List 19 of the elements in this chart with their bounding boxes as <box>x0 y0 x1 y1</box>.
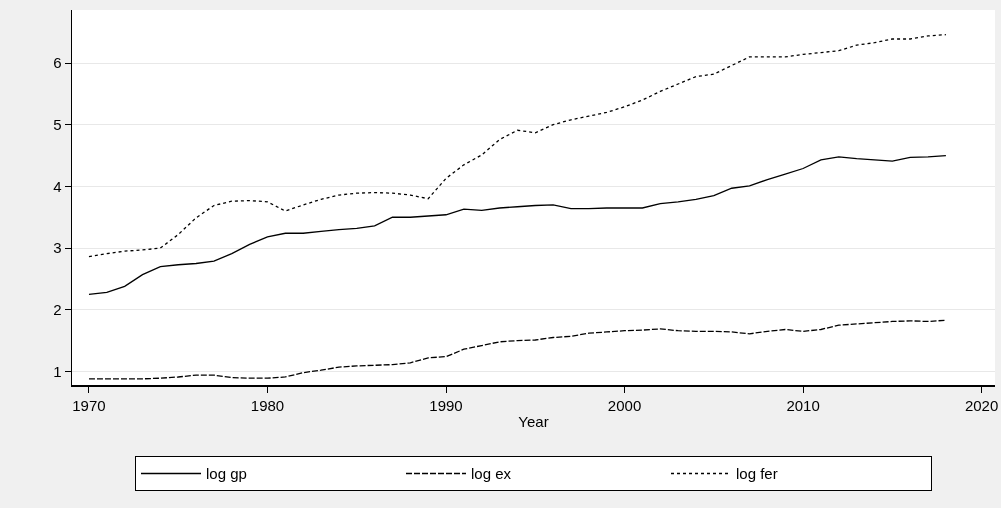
line-series <box>88 319 947 380</box>
x-tick-label: 1990 <box>429 396 463 414</box>
line-series <box>88 34 947 258</box>
y-tick-label: 1 <box>53 362 62 380</box>
x-tick-label: 2000 <box>607 396 642 414</box>
y-tick-label: 4 <box>53 177 62 195</box>
x-tick-label: 1980 <box>250 396 285 414</box>
line-series <box>88 154 947 295</box>
legend-label: log ex <box>471 465 512 483</box>
y-tick-label: 6 <box>53 54 62 72</box>
y-tick-label: 2 <box>53 301 62 318</box>
legend-label: log gp <box>206 465 247 483</box>
x-tick-label: 2020 <box>964 396 999 414</box>
y-tick-label: 5 <box>53 115 62 133</box>
y-tick-label: 3 <box>53 239 62 257</box>
x-tick-label: 2010 <box>786 396 820 414</box>
x-tick-label: 1970 <box>72 396 106 414</box>
legend-label: log fer <box>736 465 778 483</box>
x-axis-title: Year <box>518 413 549 431</box>
